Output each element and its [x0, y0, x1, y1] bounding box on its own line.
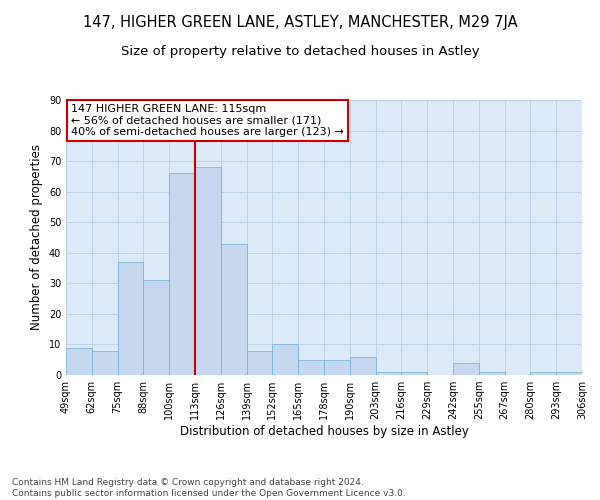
Bar [298, 360, 324, 375]
Bar [350, 356, 376, 375]
Bar [221, 244, 247, 375]
Bar [247, 350, 272, 375]
Bar [195, 167, 221, 375]
X-axis label: Distribution of detached houses by size in Astley: Distribution of detached houses by size … [179, 425, 469, 438]
Bar [272, 344, 298, 375]
Bar [143, 280, 169, 375]
Bar [118, 262, 143, 375]
Bar [453, 363, 479, 375]
Text: Size of property relative to detached houses in Astley: Size of property relative to detached ho… [121, 45, 479, 58]
Bar [556, 372, 582, 375]
Y-axis label: Number of detached properties: Number of detached properties [30, 144, 43, 330]
Text: 147 HIGHER GREEN LANE: 115sqm
← 56% of detached houses are smaller (171)
40% of : 147 HIGHER GREEN LANE: 115sqm ← 56% of d… [71, 104, 344, 138]
Bar [376, 372, 401, 375]
Text: Contains HM Land Registry data © Crown copyright and database right 2024.
Contai: Contains HM Land Registry data © Crown c… [12, 478, 406, 498]
Bar [169, 174, 195, 375]
Bar [479, 372, 505, 375]
Bar [530, 372, 556, 375]
Bar [324, 360, 350, 375]
Bar [401, 372, 427, 375]
Bar [66, 348, 92, 375]
Text: 147, HIGHER GREEN LANE, ASTLEY, MANCHESTER, M29 7JA: 147, HIGHER GREEN LANE, ASTLEY, MANCHEST… [83, 15, 517, 30]
Bar [92, 350, 118, 375]
